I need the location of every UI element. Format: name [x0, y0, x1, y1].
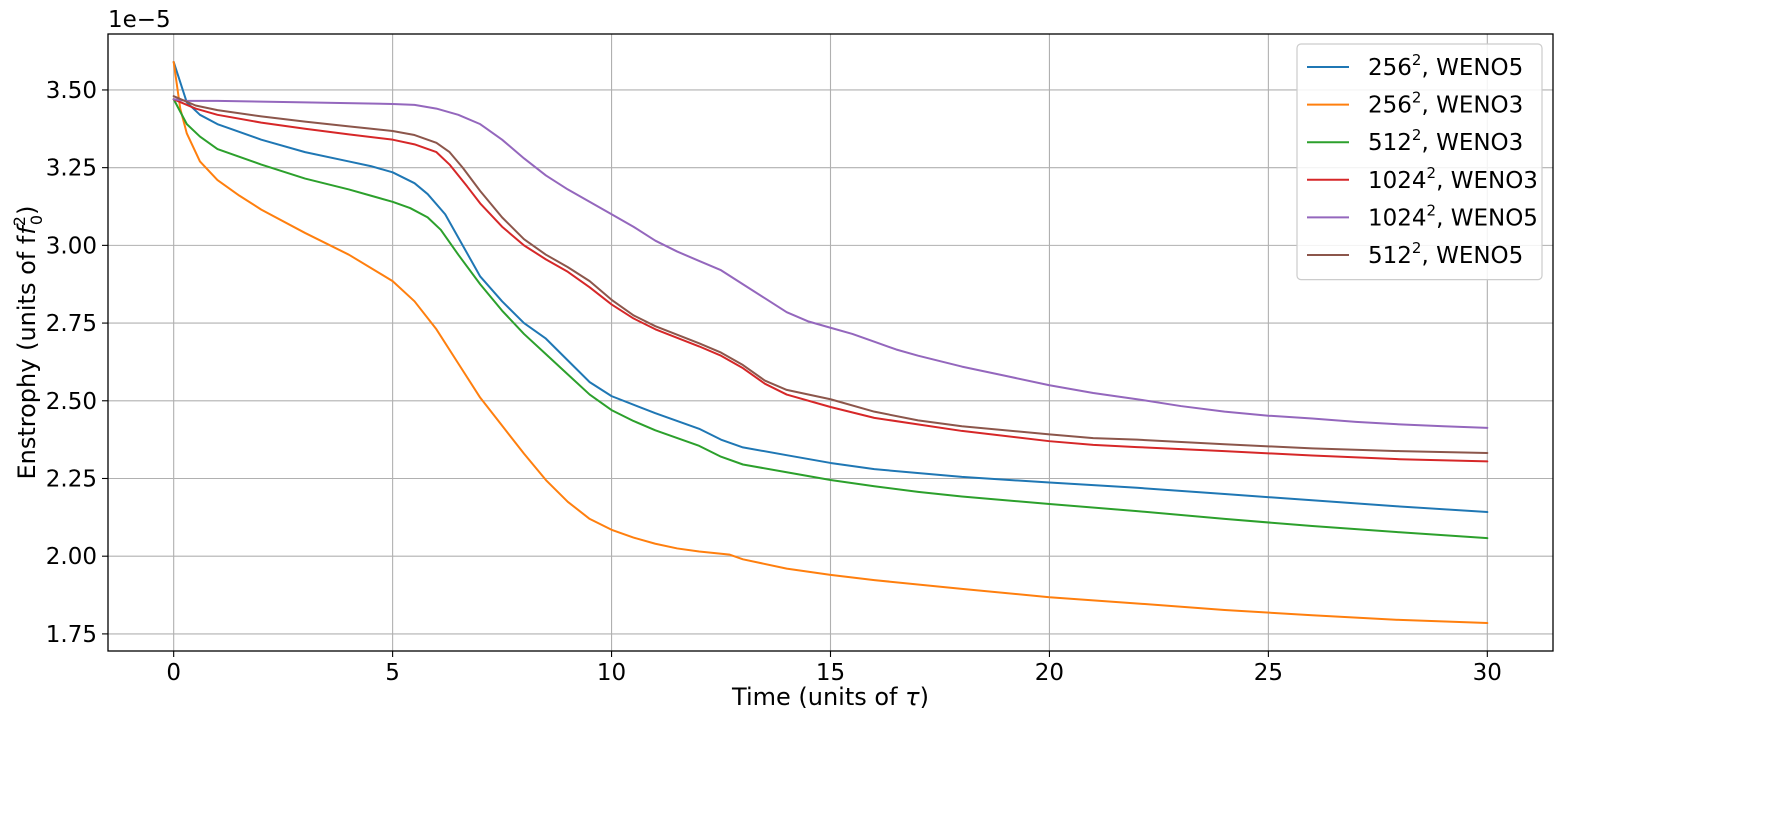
legend-label: 5122, WENO5 — [1368, 239, 1523, 269]
x-tick-label: 25 — [1254, 660, 1283, 686]
series-line-2 — [172, 98, 1489, 540]
legend-series-sup: 2 — [1412, 89, 1422, 107]
y-tick-label: 2.50 — [46, 389, 97, 415]
legend-series-name: 512 — [1368, 130, 1412, 156]
x-tick-label: 0 — [166, 660, 181, 686]
legend-label: 2562, WENO3 — [1368, 89, 1523, 119]
legend-series-suffix: , WENO5 — [1421, 243, 1523, 269]
x-tick-label: 10 — [597, 660, 626, 686]
series-line-1 — [172, 60, 1489, 625]
series-line-4 — [172, 98, 1489, 429]
legend-series-name: 1024 — [1368, 205, 1427, 231]
y-tick-label: 2.25 — [46, 466, 97, 492]
ticks: 0 5 10 15 20 25 30 1.75 2.00 2.25 2.50 2.75 3.00 3.25… — [46, 78, 1502, 686]
y-tick-label: 2.75 — [46, 311, 97, 337]
legend-label: 10242, WENO3 — [1368, 164, 1538, 194]
legend-box — [1296, 43, 1543, 281]
y-offset-text: 1e−5 — [108, 7, 171, 33]
legend-series-sup: 2 — [1412, 126, 1422, 144]
legend-series-sup: 2 — [1412, 239, 1422, 257]
x-tick-label: 30 — [1473, 660, 1502, 686]
legend-series-sup: 2 — [1427, 164, 1437, 182]
series-line-3 — [172, 98, 1489, 463]
grid — [108, 34, 1553, 651]
legend-series-name: 512 — [1368, 243, 1412, 269]
y-tick-label: 3.25 — [46, 156, 97, 182]
series-line-0 — [172, 60, 1489, 514]
legend-series-suffix: , WENO3 — [1421, 130, 1523, 156]
x-tick-label: 20 — [1035, 660, 1064, 686]
legend-series-name: 1024 — [1368, 168, 1427, 194]
series-line-5 — [172, 95, 1489, 454]
legend-label: 10242, WENO5 — [1368, 201, 1538, 231]
legend-label: 5122, WENO3 — [1368, 126, 1523, 156]
legend-series-name: 256 — [1368, 55, 1412, 81]
legend-series-sup: 2 — [1427, 201, 1437, 219]
y-tick-label: 2.00 — [46, 544, 97, 570]
legend-series-sup: 2 — [1412, 51, 1422, 69]
legend-series-suffix: , WENO5 — [1436, 205, 1538, 231]
x-tick-label: 15 — [816, 660, 845, 686]
y-tick-label: 3.50 — [46, 78, 97, 104]
legend-label: 2562, WENO5 — [1368, 51, 1523, 81]
legend-series-name: 256 — [1368, 93, 1412, 119]
legend-series-suffix: , WENO3 — [1421, 93, 1523, 119]
legend-series-suffix: , WENO5 — [1421, 55, 1523, 81]
y-axis-label: Enstrophy (units of ff20) — [10, 206, 46, 480]
x-tick-label: 5 — [385, 660, 400, 686]
x-axis-label: Time (units of τ) — [731, 683, 929, 711]
y-tick-label: 1.75 — [46, 622, 97, 648]
y-tick-label: 3.00 — [46, 233, 97, 259]
series-lines — [172, 60, 1489, 625]
legend-series-suffix: , WENO3 — [1436, 168, 1538, 194]
